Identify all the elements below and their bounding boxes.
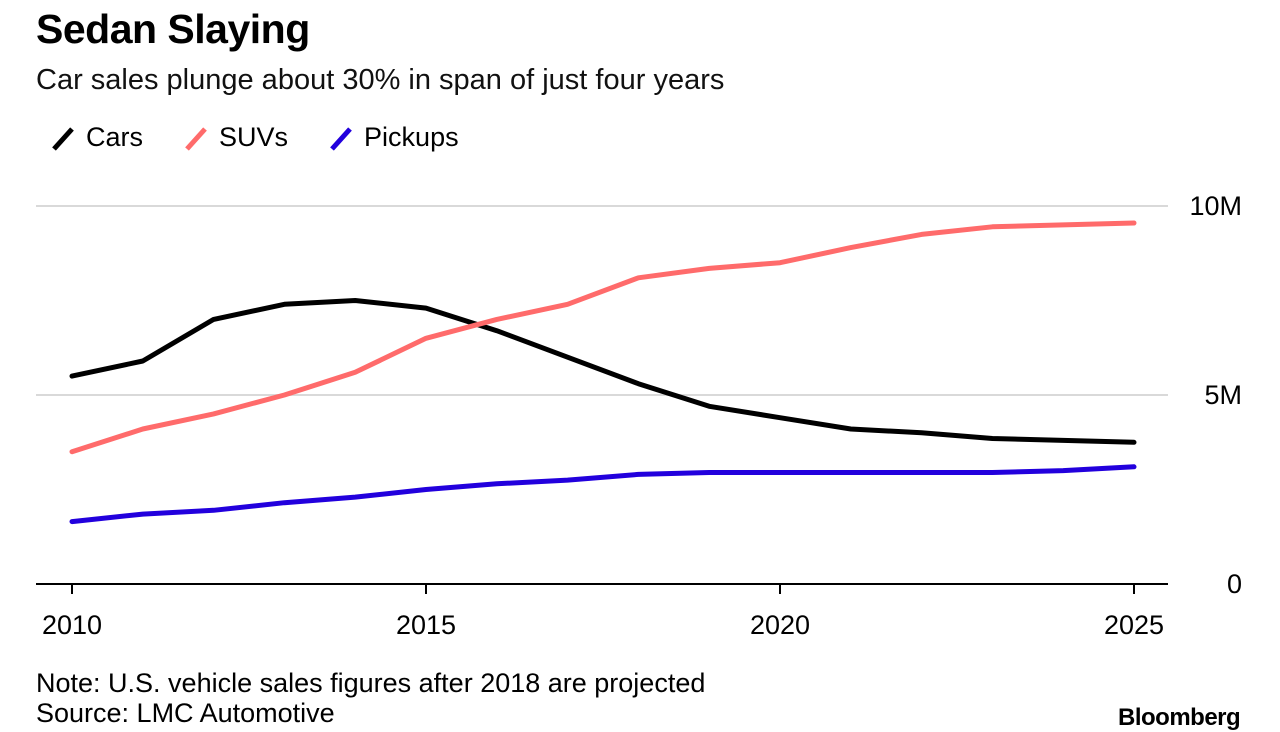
legend-swatch-pickups — [330, 126, 352, 151]
legend-label-pickups: Pickups — [364, 122, 459, 152]
y-tick-label-0: 0 — [1227, 569, 1242, 599]
legend-swatch-suvs — [185, 126, 207, 151]
legend: Cars SUVs Pickups — [50, 122, 459, 153]
bloomberg-logo: Bloomberg — [1118, 704, 1241, 731]
footnote: Note: U.S. vehicle sales figures after 2… — [36, 668, 705, 728]
x-tick-label-2010: 2010 — [42, 610, 102, 640]
legend-swatch-cars — [52, 126, 74, 151]
x-tick-label-2020: 2020 — [750, 610, 810, 640]
legend-item-cars: Cars — [50, 122, 143, 153]
legend-label-suvs: SUVs — [219, 122, 289, 152]
chart-title: Sedan Slaying — [36, 6, 310, 52]
series-line-cars — [69, 298, 1137, 445]
legend-label-cars: Cars — [86, 122, 144, 152]
footnote-note: Note: U.S. vehicle sales figures after 2… — [36, 668, 706, 698]
y-tick-label-10M: 10M — [1189, 191, 1242, 221]
x-tick-label-2015: 2015 — [396, 610, 456, 640]
chart-subtitle: Car sales plunge about 30% in span of ju… — [36, 64, 725, 96]
legend-item-suvs: SUVs — [183, 122, 288, 153]
series-line-suvs — [69, 220, 1137, 455]
footnote-source: Source: LMC Automotive — [36, 698, 335, 728]
y-tick-label-5M: 5M — [1204, 380, 1242, 410]
legend-item-pickups: Pickups — [328, 122, 459, 153]
series-line-pickups — [69, 464, 1137, 525]
x-tick-label-2025: 2025 — [1104, 610, 1164, 640]
